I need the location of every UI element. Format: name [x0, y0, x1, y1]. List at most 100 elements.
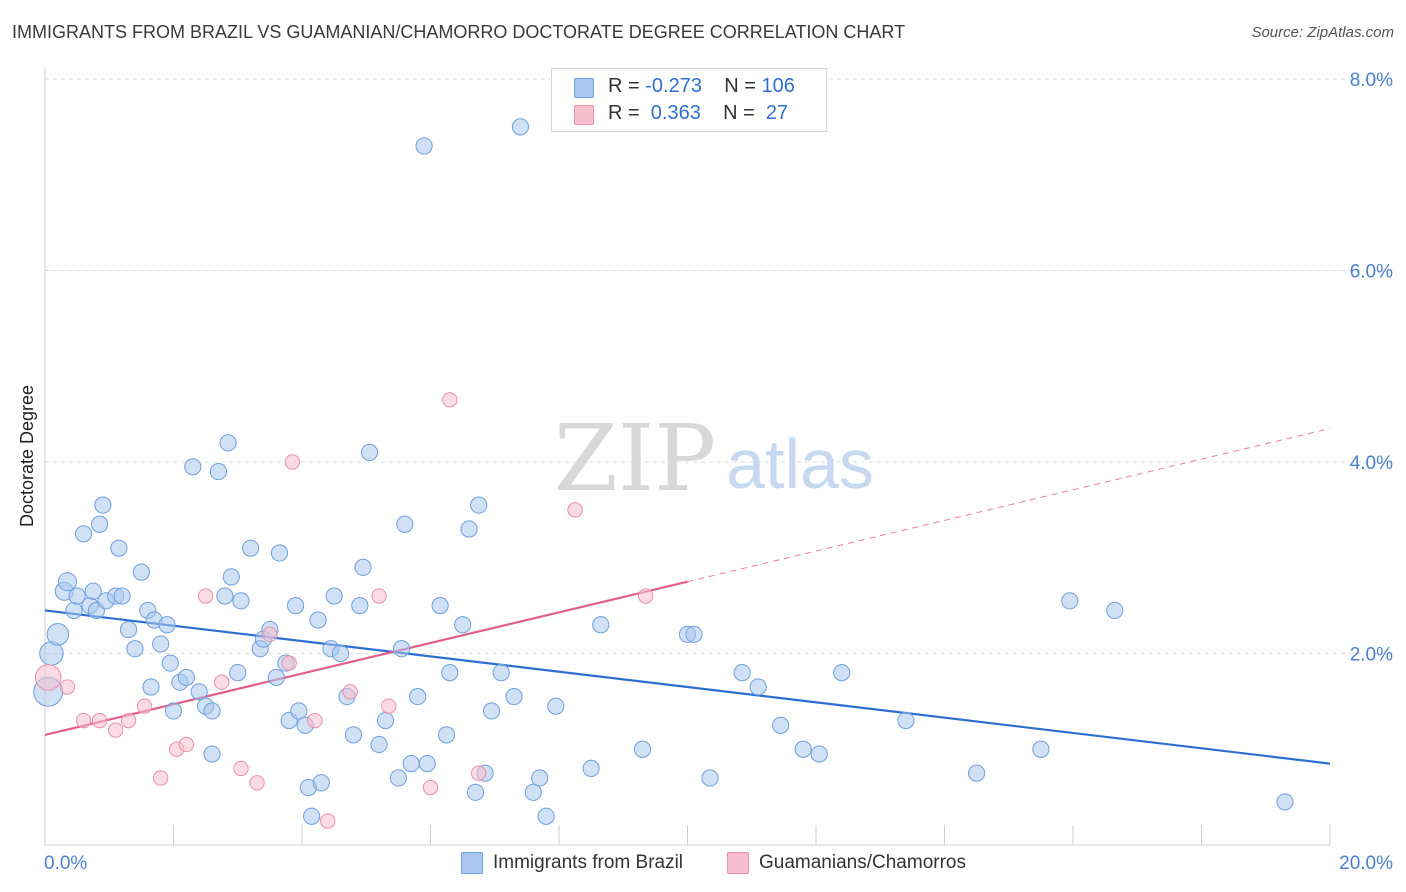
- point-brazil: [389, 769, 407, 787]
- point-guamanian: [307, 712, 323, 729]
- point-brazil: [968, 764, 986, 782]
- point-brazil: [505, 687, 523, 706]
- point-brazil: [286, 597, 305, 615]
- point-guamanian: [136, 698, 153, 714]
- legend-swatch-pink: [574, 105, 594, 125]
- y-tick-label: 8.0%: [1350, 70, 1393, 91]
- y-tick-label: 2.0%: [1350, 645, 1393, 666]
- point-brazil: [161, 654, 179, 672]
- legend-r-label: R =: [608, 75, 640, 97]
- point-brazil: [531, 769, 549, 787]
- point-brazil: [402, 755, 420, 773]
- point-brazil: [511, 118, 530, 136]
- point-brazil: [833, 664, 851, 682]
- point-brazil: [203, 702, 221, 720]
- point-guamanian: [638, 588, 654, 604]
- point-brazil: [396, 515, 414, 533]
- point-guamanian: [249, 775, 265, 791]
- point-guamanian: [284, 454, 301, 470]
- point-brazil: [1032, 740, 1050, 758]
- point-brazil: [158, 616, 176, 634]
- point-guamanian: [371, 588, 387, 604]
- point-brazil: [203, 745, 221, 763]
- point-brazil: [142, 678, 160, 696]
- point-brazil: [303, 807, 321, 825]
- series-guamanian-points: [34, 392, 654, 829]
- point-brazil: [126, 640, 144, 658]
- point-brazil: [441, 664, 459, 682]
- point-brazil: [312, 774, 330, 792]
- point-brazil: [633, 740, 652, 758]
- point-brazil: [219, 434, 237, 452]
- legend-swatch-blue: [574, 78, 594, 98]
- legend-r-label: R =: [608, 102, 640, 124]
- point-guamanian: [75, 712, 92, 729]
- point-brazil: [370, 735, 388, 754]
- point-brazil: [772, 716, 790, 734]
- point-guamanian: [152, 770, 169, 786]
- point-brazil: [91, 515, 109, 533]
- point-brazil: [415, 137, 433, 155]
- point-brazil: [216, 587, 234, 605]
- point-brazil: [267, 668, 285, 687]
- legend-label-brazil: Immigrants from Brazil: [493, 852, 684, 873]
- point-guamanian: [567, 502, 583, 518]
- chart-title: IMMIGRANTS FROM BRAZIL VS GUAMANIAN/CHAM…: [12, 22, 906, 42]
- axes: [44, 68, 1331, 846]
- point-brazil: [1061, 592, 1079, 610]
- legend-n-label: N =: [724, 75, 756, 97]
- point-brazil: [270, 544, 289, 562]
- point-brazil: [325, 587, 343, 605]
- y-tick-label: 6.0%: [1350, 262, 1393, 283]
- legend-n-value: 106: [761, 75, 795, 97]
- point-guamanian: [59, 679, 76, 695]
- watermark: ZIP atlas: [554, 405, 874, 512]
- point-guamanian: [197, 588, 214, 604]
- point-brazil: [290, 702, 308, 720]
- point-guamanian: [342, 684, 358, 700]
- legend-swatch-blue: [461, 852, 483, 874]
- point-brazil: [1276, 793, 1294, 811]
- point-brazil: [309, 611, 327, 629]
- point-brazil: [74, 525, 93, 543]
- point-brazil: [331, 644, 350, 663]
- point-brazil: [84, 582, 102, 600]
- legend-label-guamanian: Guamanians/Chamorros: [759, 852, 966, 873]
- point-brazil: [222, 568, 240, 586]
- point-brazil: [351, 597, 369, 615]
- point-brazil: [119, 620, 138, 639]
- point-brazil: [354, 558, 372, 576]
- point-brazil: [470, 496, 488, 514]
- point-brazil: [537, 807, 555, 825]
- watermark-zip: ZIP: [554, 405, 716, 512]
- point-guamanian: [233, 760, 249, 777]
- point-brazil: [57, 572, 77, 592]
- point-brazil: [360, 443, 379, 462]
- point-brazil: [454, 616, 472, 634]
- point-brazil: [164, 702, 183, 720]
- point-brazil: [592, 616, 610, 634]
- point-brazil: [1106, 601, 1124, 620]
- point-brazil: [152, 635, 170, 653]
- point-brazil: [701, 769, 719, 787]
- point-guamanian: [320, 813, 336, 829]
- legend-item-guamanian: Guamanians/Chamorros: [727, 852, 966, 874]
- point-brazil: [733, 664, 751, 682]
- point-brazil: [65, 601, 83, 620]
- point-brazil: [392, 640, 411, 658]
- point-brazil: [685, 625, 703, 643]
- point-brazil: [113, 587, 131, 605]
- source-label: Source: ZipAtlas.com: [1251, 24, 1394, 41]
- point-brazil: [409, 687, 427, 706]
- point-guamanian: [213, 674, 230, 690]
- y-axis-label: Doctorate Degree: [17, 385, 37, 527]
- x-tick-label-max: 20.0%: [1339, 853, 1393, 874]
- trend-line-guamanian: [44, 580, 688, 736]
- point-brazil: [110, 539, 128, 557]
- point-brazil: [524, 783, 542, 801]
- point-brazil: [232, 592, 250, 610]
- y-tick-label: 4.0%: [1350, 453, 1393, 474]
- point-brazil: [242, 539, 260, 557]
- point-brazil: [460, 520, 478, 538]
